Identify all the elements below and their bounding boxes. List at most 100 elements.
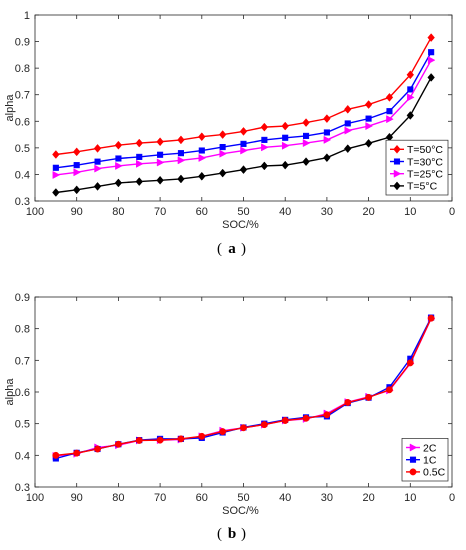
series-T=5°C (52, 73, 435, 197)
data-point (428, 49, 435, 56)
data-point (52, 164, 59, 171)
legend-label: T=50°C (407, 144, 443, 156)
data-point (302, 118, 310, 128)
data-point (72, 147, 81, 157)
data-point (135, 138, 143, 148)
x-tick-label: 80 (112, 492, 124, 504)
data-point (344, 126, 353, 135)
x-tick-label: 0 (449, 206, 455, 218)
y-tick-label: 0.7 (15, 355, 30, 367)
data-point (52, 188, 60, 197)
x-tick-label: 100 (26, 206, 44, 218)
data-point (219, 428, 227, 436)
data-point (239, 126, 248, 136)
legend-label: 2C (423, 442, 437, 454)
chart-panel-b: 100 90 80 70 60 50 40 30 20 10 00.30.40.50.60.70.8… (4, 292, 455, 542)
data-point (344, 144, 352, 154)
legend-swatch-marker (393, 144, 401, 154)
caption-open-paren: ( (217, 526, 222, 542)
data-point (427, 73, 435, 82)
data-point (385, 92, 394, 102)
data-point (344, 399, 352, 406)
legend-label: 0.5C (423, 467, 446, 479)
data-point (323, 135, 332, 144)
x-tick-label: 100 (26, 492, 44, 504)
y-tick-label: 0.6 (15, 116, 30, 128)
caption-letter: a (228, 241, 236, 257)
data-point (282, 134, 289, 141)
y-tick-label: 0.5 (15, 143, 30, 155)
data-point (406, 70, 415, 80)
legend: T=50°CT=30°CT=25°CT=5°C (385, 139, 449, 196)
legend-item: 0.5C (406, 467, 446, 479)
data-point (52, 150, 60, 159)
data-point (240, 146, 248, 155)
data-point (281, 417, 289, 424)
data-point (136, 159, 144, 168)
x-tick-label: 10 (404, 492, 416, 504)
x-tick-label: 30 (321, 206, 333, 218)
data-point (240, 424, 247, 432)
x-tick-label: 40 (279, 492, 291, 504)
legend-label: T=25°C (407, 169, 443, 181)
data-point (365, 122, 373, 131)
data-point (406, 359, 414, 367)
series-T=30°C (52, 49, 435, 171)
data-point (93, 144, 102, 153)
data-point (177, 435, 185, 443)
legend-item: T=30°C (390, 156, 443, 168)
legend-item: T=5°C (390, 181, 438, 193)
data-point (115, 155, 122, 162)
data-point (136, 153, 143, 160)
y-tick-label: 0.3 (15, 196, 30, 208)
data-point (94, 445, 102, 453)
data-point (156, 137, 164, 147)
legend-item: T=25°C (390, 169, 443, 181)
legend-label: T=30°C (407, 156, 443, 168)
legend-label: T=5°C (407, 181, 438, 193)
data-point (218, 130, 227, 139)
data-point (135, 437, 143, 444)
data-point (407, 93, 415, 102)
data-point (364, 138, 373, 148)
data-point (302, 157, 310, 167)
x-tick-label: 50 (237, 206, 249, 218)
x-tick-label: 60 (196, 206, 208, 218)
data-point (386, 108, 393, 115)
data-point (135, 177, 143, 186)
series-0.5C (52, 314, 435, 459)
x-tick-label: 90 (71, 492, 83, 504)
y-tick-label: 0.6 (15, 387, 30, 399)
data-point (156, 436, 164, 444)
data-point (303, 132, 310, 139)
legend-swatch-marker (409, 443, 418, 452)
data-point (198, 432, 206, 440)
data-point (73, 162, 80, 169)
data-point (177, 174, 185, 184)
series-T=50°C (52, 33, 435, 159)
x-axis-label: SOC/% (222, 505, 259, 517)
data-point (344, 104, 352, 114)
data-point (261, 143, 269, 152)
legend-item: T=50°C (390, 144, 443, 156)
y-tick-label: 1 (24, 10, 30, 22)
data-point (198, 153, 207, 162)
y-tick-label: 0.4 (15, 169, 30, 181)
data-point (281, 160, 289, 170)
x-tick-label: 20 (362, 492, 374, 504)
data-point (365, 115, 372, 122)
data-point (177, 156, 186, 165)
x-tick-label: 70 (154, 492, 166, 504)
data-point (260, 122, 269, 132)
data-point (407, 86, 414, 93)
caption-close-paren: ) (241, 526, 246, 542)
data-point (73, 449, 81, 457)
data-point (261, 136, 268, 143)
data-point (239, 165, 248, 175)
y-tick-label: 0.5 (15, 419, 30, 431)
data-point (323, 153, 331, 163)
panel-caption: (b) (217, 526, 246, 542)
y-tick-label: 0.8 (15, 63, 30, 75)
legend-item: 2C (406, 442, 437, 454)
